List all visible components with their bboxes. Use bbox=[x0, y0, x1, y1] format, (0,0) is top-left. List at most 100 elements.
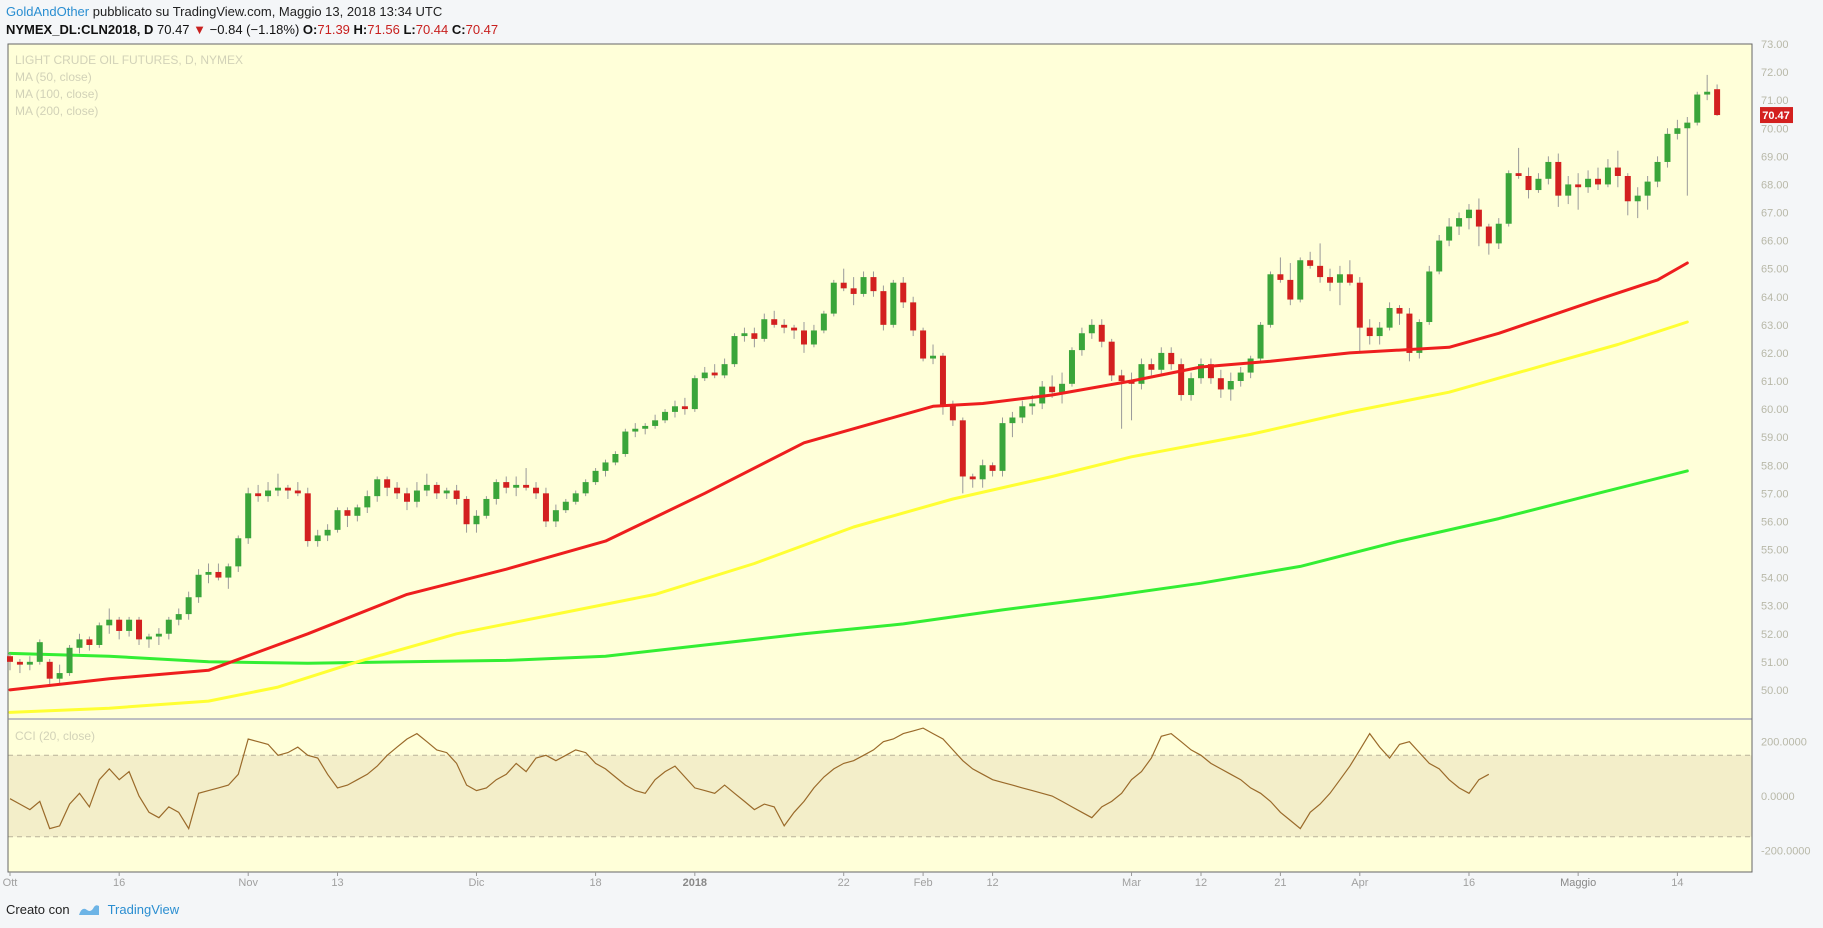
candle-body bbox=[1545, 161, 1552, 179]
candle-body bbox=[920, 330, 927, 359]
candle-body bbox=[1644, 181, 1651, 196]
x-tick-label: Dic bbox=[469, 877, 485, 889]
candle-body bbox=[1356, 282, 1363, 328]
tradingview-logo-icon bbox=[78, 904, 99, 915]
candle-body bbox=[582, 482, 589, 494]
candle-body bbox=[235, 538, 242, 567]
candle-body bbox=[503, 482, 510, 488]
candle-body bbox=[384, 479, 391, 488]
legend-ma100: MA (100, close) bbox=[15, 87, 99, 101]
open-label: O: bbox=[302, 22, 318, 37]
candle-body bbox=[96, 625, 103, 645]
candle-body bbox=[404, 493, 410, 502]
candle-body bbox=[1158, 352, 1165, 370]
candle-body bbox=[612, 454, 619, 463]
candle-body bbox=[473, 515, 480, 525]
candle-body bbox=[542, 493, 549, 522]
candle-body bbox=[1456, 218, 1463, 227]
last-price-box bbox=[1760, 107, 1793, 124]
price-tick-label: 68.00 bbox=[1761, 179, 1789, 191]
cci-line bbox=[9, 727, 1490, 831]
ohlc-line: NYMEX_DL:CLN2018, D 70.47 ▼ −0.84 (−1.18… bbox=[6, 22, 498, 37]
candle-body bbox=[493, 482, 500, 499]
candle-body bbox=[1019, 406, 1026, 418]
candle-body bbox=[1575, 184, 1582, 188]
candle-body bbox=[1416, 322, 1423, 353]
candle-body bbox=[801, 330, 807, 345]
candle-body bbox=[1118, 375, 1125, 381]
candle-body bbox=[781, 324, 788, 328]
created-with-label: Creato con bbox=[6, 902, 70, 917]
candle-body bbox=[1049, 386, 1056, 393]
candle-body bbox=[810, 330, 817, 345]
close-value: 70.47 bbox=[465, 22, 499, 37]
candle-body bbox=[265, 490, 272, 497]
price-tick-label: 70.00 bbox=[1761, 123, 1789, 135]
low-label: L: bbox=[403, 22, 416, 37]
candle-body bbox=[969, 476, 976, 480]
candle-body bbox=[1376, 327, 1383, 337]
candle-body bbox=[1088, 324, 1095, 334]
candle-body bbox=[126, 619, 133, 631]
candle-body bbox=[1366, 327, 1373, 337]
candle-body bbox=[364, 496, 371, 508]
candle-body bbox=[255, 493, 262, 497]
candle-body bbox=[1148, 364, 1155, 370]
candle-body bbox=[1317, 265, 1324, 278]
candle-body bbox=[979, 465, 986, 480]
high-value: 71.56 bbox=[367, 22, 400, 37]
candle-body bbox=[56, 673, 63, 679]
candle-body bbox=[1198, 364, 1204, 379]
candle-body bbox=[602, 462, 609, 471]
chart-canvas[interactable]: 50.00 51.00 52.00 53.00 54.00 55.00 56.00 57.00… bbox=[0, 0, 1823, 900]
candle-body bbox=[681, 406, 688, 410]
legend-title: LIGHT CRUDE OIL FUTURES, D, NYMEX bbox=[15, 53, 244, 67]
price-tick-label: 63.00 bbox=[1761, 320, 1789, 332]
candle-body bbox=[294, 490, 301, 494]
close-label: C: bbox=[451, 22, 466, 37]
candle-body bbox=[1138, 364, 1145, 384]
candle-body bbox=[1336, 274, 1343, 283]
candle-body bbox=[1029, 403, 1036, 407]
candle-body bbox=[771, 319, 778, 325]
candle-body bbox=[642, 425, 649, 429]
publish-info: pubblicato su TradingView.com, Maggio 13… bbox=[92, 4, 443, 19]
candle-body bbox=[155, 633, 162, 637]
price-tick-label: 53.00 bbox=[1761, 601, 1789, 613]
x-tick-label: 21 bbox=[1274, 877, 1286, 889]
candle-body bbox=[1674, 128, 1681, 134]
candle-body bbox=[1654, 161, 1661, 182]
candle-body bbox=[106, 619, 113, 626]
candle-body bbox=[1068, 350, 1075, 384]
candle-body bbox=[701, 372, 708, 379]
candle-body bbox=[959, 420, 966, 477]
candle-body bbox=[1714, 89, 1721, 116]
footer: Creato con TradingView bbox=[6, 902, 179, 917]
candles bbox=[7, 74, 1721, 685]
price-tick-label: 69.00 bbox=[1761, 151, 1789, 163]
candle-body bbox=[274, 487, 281, 491]
candle-body bbox=[1257, 324, 1264, 359]
price-tick-label: 55.00 bbox=[1761, 545, 1789, 557]
price-tick-label: 65.00 bbox=[1761, 264, 1789, 276]
x-tick-label: Nov bbox=[238, 877, 258, 889]
candle-body bbox=[830, 282, 837, 314]
candle-body bbox=[1505, 173, 1512, 224]
price-change: −0.84 (−1.18%) bbox=[209, 22, 300, 37]
candle-body bbox=[1108, 341, 1115, 376]
candle-body bbox=[533, 487, 540, 494]
author-link[interactable]: GoldAndOther bbox=[6, 4, 90, 19]
candle-body bbox=[116, 619, 123, 631]
candle-body bbox=[1297, 260, 1304, 300]
x-tick-label: 2018 bbox=[683, 877, 707, 889]
candle-body bbox=[1515, 173, 1522, 176]
price-tick-label: 56.00 bbox=[1761, 516, 1789, 528]
candle-body bbox=[1406, 313, 1413, 353]
candle-body bbox=[1604, 167, 1611, 185]
candle-body bbox=[572, 493, 579, 502]
price-tick-label: 62.00 bbox=[1761, 348, 1789, 360]
cci-tick-label: 0.0000 bbox=[1761, 791, 1795, 803]
candle-body bbox=[860, 277, 867, 294]
tradingview-link[interactable]: TradingView bbox=[107, 902, 180, 917]
candle-body bbox=[1009, 417, 1016, 424]
